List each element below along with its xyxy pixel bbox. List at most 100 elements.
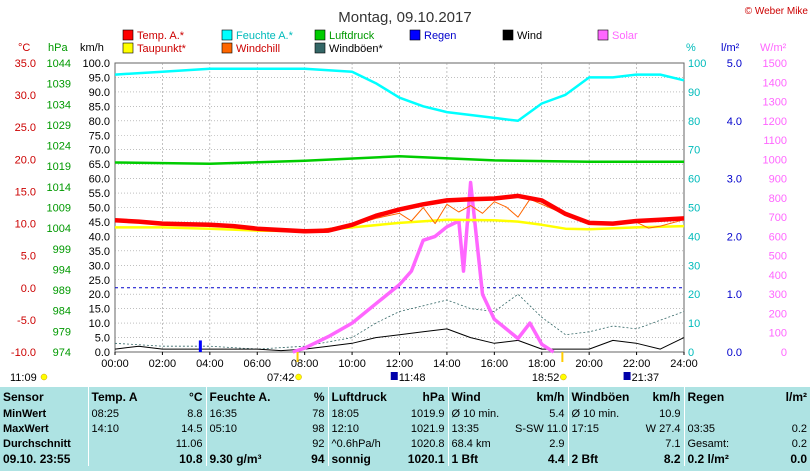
stats-cell: 1021.9	[410, 422, 445, 435]
stats-cell: Wind	[447, 387, 512, 406]
x-tick-label: 06:00	[243, 358, 271, 370]
rain-tick-label: 3.0	[727, 174, 742, 186]
series-windböen	[114, 293, 685, 350]
stats-cell: ^0.6hPa/h	[327, 436, 398, 451]
pressure-tick-label: 1009	[47, 203, 71, 215]
pressure-axis-unit: hPa	[48, 42, 68, 54]
stats-cell: Feuchte A.	[205, 387, 296, 406]
pressure-tick-label: 1044	[47, 58, 71, 70]
x-tick-label: 14:00	[433, 358, 461, 370]
stats-cell: hPa	[422, 389, 445, 404]
temp-tick-label: 10.0	[15, 219, 36, 231]
humidity-tick-label: 40	[688, 231, 700, 243]
stats-cell: km/h	[652, 389, 681, 404]
humidity-tick-label: 90	[688, 87, 700, 99]
stats-cell: 2 Bft	[567, 451, 632, 466]
temp-tick-label: -5.0	[17, 315, 36, 327]
rain-tick-label: 1.0	[727, 289, 742, 301]
temp-tick-label: 25.0	[15, 122, 36, 134]
x-tick-label: 22:00	[623, 358, 651, 370]
wind-tick-label: 70.0	[89, 145, 110, 157]
solar-tick-label: 300	[769, 289, 787, 301]
pressure-tick-label: 984	[53, 306, 71, 318]
temp-tick-label: 0.0	[21, 283, 36, 295]
pressure-tick-label: 1039	[47, 79, 71, 91]
solar-tick-label: 200	[769, 308, 787, 320]
stats-cell	[205, 436, 296, 451]
wind-tick-label: 20.0	[89, 289, 110, 301]
stats-cell: 92	[312, 437, 325, 450]
legend-swatch	[314, 42, 326, 54]
pressure-tick-label: 1014	[47, 182, 71, 194]
pressure-tick-label: 1024	[47, 141, 71, 153]
wind-tick-label: 45.0	[89, 217, 110, 229]
stats-cell: 8.8	[187, 407, 203, 420]
sun-icon	[295, 373, 302, 381]
humidity-tick-label: 80	[688, 116, 700, 128]
x-tick-label: 12:00	[386, 358, 414, 370]
sun-time-label: 18:52	[532, 372, 560, 384]
wind-tick-label: 15.0	[89, 304, 110, 316]
chart-legend: Temp. A.* Feuchte A.* Luftdruck Regen Wind So…	[122, 29, 638, 55]
sun-time-label: 07:42	[267, 372, 295, 384]
wind-tick-label: 25.0	[89, 275, 110, 287]
stats-cell: 12:10	[327, 421, 398, 436]
wind-tick-label: 30.0	[89, 260, 110, 272]
copyright-label: © Weber Mike	[745, 6, 809, 17]
stats-cell: 11.06	[175, 437, 203, 450]
rain-tick-label: 0.0	[727, 347, 742, 359]
wind-tick-label: 10.0	[89, 318, 110, 330]
moon-icon	[390, 372, 398, 380]
humidity-tick-label: 70	[688, 145, 700, 157]
temp-tick-label: -10.0	[11, 347, 36, 359]
stats-cell: MinWert	[3, 407, 47, 420]
weather-chart: Montag, 09.10.2017 © Weber Mike Temp. A.…	[10, 6, 809, 384]
stats-cell: 17:15	[567, 421, 632, 436]
wind-tick-label: 55.0	[89, 188, 110, 200]
stats-cell: 05:10	[205, 421, 296, 436]
humidity-tick-label: 100	[688, 58, 706, 70]
legend-swatch	[409, 29, 421, 41]
legend-label: Windchill	[236, 43, 280, 55]
stats-row: MinWert 08:25 8.8 16:35 78 18:05 1019.9 Ø 10 mi…	[0, 406, 810, 421]
sun-moon-times: 11:09 07:42 18:52 11:48 21:37	[10, 352, 659, 384]
temp-tick-label: 15.0	[15, 186, 36, 198]
legend-label: Solar	[612, 30, 638, 42]
legend-swatch	[597, 29, 609, 41]
legend-label: Regen	[424, 30, 456, 42]
x-tick-label: 18:00	[528, 358, 556, 370]
legend-label: Feuchte A.*	[236, 30, 294, 42]
chart-title: Montag, 09.10.2017	[338, 9, 471, 26]
stats-cell: 08:25	[87, 406, 138, 421]
temp-tick-label: 5.0	[21, 251, 36, 263]
humidity-tick-label: 50	[688, 203, 700, 215]
stats-cell: l/m²	[785, 389, 807, 404]
legend-label: Wind	[517, 30, 542, 42]
stats-cell: 9.30 g/m³	[205, 451, 296, 466]
axis-tick-labels: 35.0 30.0 25.0 20.0 15.0 10.0 5.0 0.0 -5.0 -10.0 1…	[11, 58, 787, 370]
stats-cell: 09.10. 23:55	[3, 451, 71, 466]
stats-cell: 0.2	[791, 437, 807, 450]
pressure-tick-label: 999	[53, 244, 71, 256]
rain-axis-unit: l/m²	[721, 42, 740, 54]
solar-axis-unit: W/m²	[760, 42, 787, 54]
stats-cell	[752, 406, 810, 421]
stats-cell: 1020.1	[407, 451, 445, 466]
wind-tick-label: 100.0	[82, 58, 110, 70]
solar-tick-label: 800	[769, 193, 787, 205]
axis-units: °C hPa km/h % l/m² W/m²	[18, 42, 787, 54]
stats-cell: 2.9	[549, 437, 565, 450]
series-feuchte-a	[114, 67, 685, 123]
solar-tick-label: 100	[769, 328, 787, 340]
stats-cell: MaxWert	[3, 422, 49, 435]
wind-tick-label: 65.0	[89, 159, 110, 171]
series-temp-a	[114, 193, 685, 234]
wind-tick-label: 90.0	[89, 87, 110, 99]
stats-cell: 94	[311, 451, 325, 466]
solar-tick-label: 1200	[763, 116, 787, 128]
stats-row: 09.10. 23:55 10.8 9.30 g/m³ 94 sonnig 1020.1 1…	[0, 451, 810, 466]
solar-tick-label: 1100	[763, 135, 787, 147]
stats-cell: Luftdruck	[327, 387, 398, 406]
stats-cell: km/h	[536, 389, 565, 404]
